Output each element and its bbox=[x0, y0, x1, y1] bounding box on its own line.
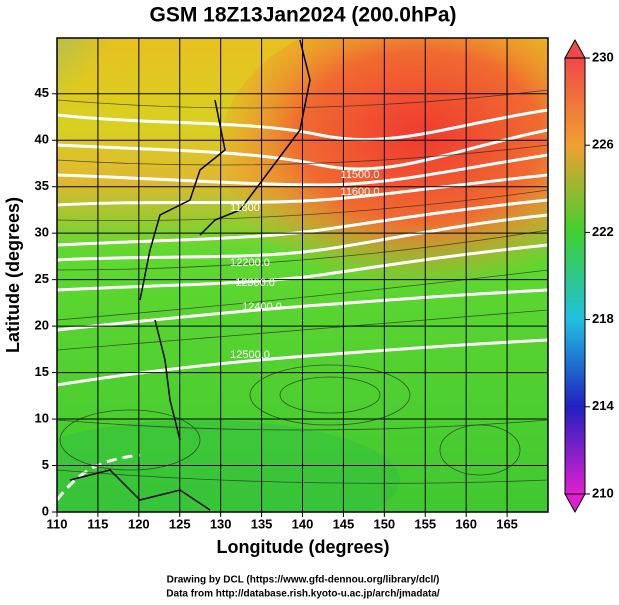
x-tick-label: 145 bbox=[333, 516, 355, 531]
contour-label: 11800 bbox=[230, 202, 260, 214]
colorbar-tick-label: 230 bbox=[592, 49, 614, 64]
credit: Data from http://database.rish.kyoto-u.a… bbox=[166, 589, 440, 600]
x-tick-label: 155 bbox=[414, 516, 436, 531]
title: GSM 18Z13Jan2024 (200.0hPa) bbox=[149, 4, 456, 27]
contour-label: 11600.0 bbox=[341, 186, 380, 198]
x-axis-label: Longitude (degrees) bbox=[216, 537, 389, 557]
x-tick-label: 110 bbox=[47, 516, 68, 531]
x-tick-label: 130 bbox=[210, 516, 232, 531]
x-tick-label: 115 bbox=[87, 516, 108, 531]
y-tick-label: 35 bbox=[35, 178, 49, 193]
x-tick-label: 165 bbox=[496, 516, 518, 531]
x-tick-label: 125 bbox=[169, 516, 191, 531]
colorbar-bottom-arrow bbox=[564, 493, 586, 514]
colorbar-tick-label: 222 bbox=[592, 224, 614, 239]
x-tick-label: 150 bbox=[373, 516, 395, 531]
y-tick-label: 15 bbox=[35, 364, 49, 379]
contour-label: 12500.0 bbox=[230, 349, 270, 361]
x-tick-label: 120 bbox=[128, 516, 150, 531]
y-tick-label: 10 bbox=[35, 410, 49, 425]
y-tick-label: 25 bbox=[35, 271, 49, 286]
contour-label: 12400.0 bbox=[242, 301, 282, 313]
colorbar-tick-label: 226 bbox=[592, 137, 614, 152]
contour-label: 12200.0 bbox=[230, 257, 270, 269]
credit: Drawing by DCL (https://www.gfd-dennou.o… bbox=[167, 575, 440, 586]
map-field bbox=[57, 38, 548, 512]
y-tick-label: 45 bbox=[35, 85, 49, 100]
y-tick-label: 20 bbox=[35, 318, 49, 333]
y-axis-label: Latitude (degrees) bbox=[3, 197, 23, 353]
y-tick-label: 5 bbox=[42, 457, 49, 472]
colorbar bbox=[564, 57, 586, 495]
colorbar-top-arrow bbox=[564, 38, 586, 59]
y-tick-label: 0 bbox=[42, 503, 49, 518]
x-tick-label: 140 bbox=[292, 516, 314, 531]
contour-label: 12300.0 bbox=[235, 277, 275, 289]
x-tick-label: 160 bbox=[455, 516, 477, 531]
colorbar-tick-label: 210 bbox=[592, 485, 614, 500]
y-tick-label: 40 bbox=[35, 132, 49, 147]
x-tick-label: 135 bbox=[251, 516, 273, 531]
colorbar-tick-label: 214 bbox=[592, 398, 614, 413]
colorbar-tick-label: 218 bbox=[592, 311, 614, 326]
contour-label: 11500.0 bbox=[341, 169, 380, 181]
y-tick-label: 30 bbox=[35, 225, 49, 240]
